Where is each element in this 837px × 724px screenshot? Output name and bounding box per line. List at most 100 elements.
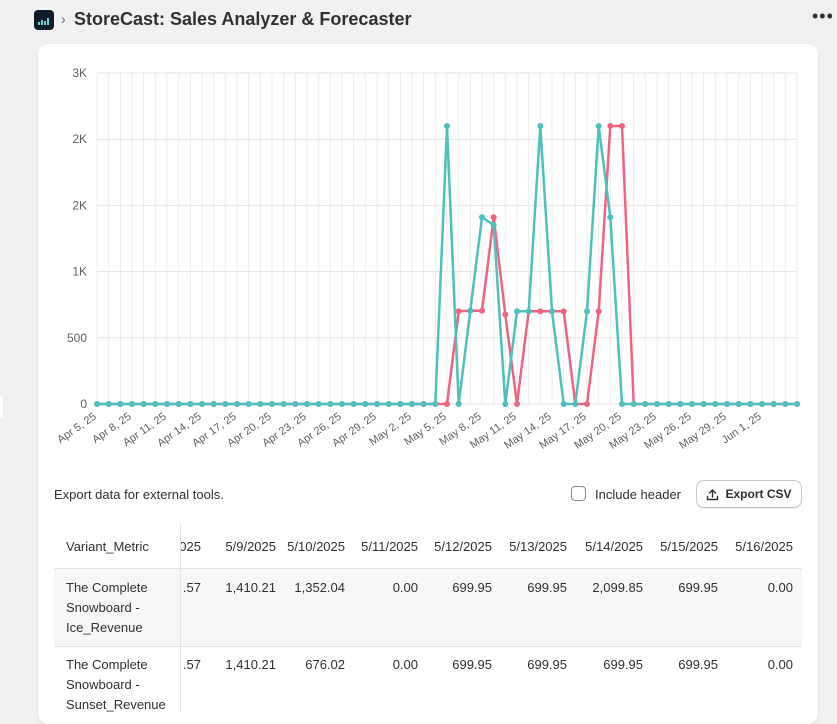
series-point-1 <box>467 307 474 314</box>
y-tick-label: 1K <box>72 265 87 279</box>
include-header-checkbox[interactable] <box>571 486 586 501</box>
series-point-1 <box>210 401 217 407</box>
series-point-0 <box>560 308 567 315</box>
series-point-1 <box>362 401 369 407</box>
series-point-1 <box>607 214 614 221</box>
x-tick-label: Apr 5, 25 <box>55 411 98 446</box>
series-point-1 <box>444 122 450 129</box>
series-point-0 <box>514 401 520 407</box>
column-header-date[interactable]: 5/13/2025 <box>509 539 567 554</box>
series-point-1 <box>432 401 439 407</box>
series-point-1 <box>595 122 602 129</box>
series-point-1 <box>537 122 544 129</box>
series-point-0 <box>502 311 509 318</box>
app-logo-icon[interactable] <box>34 10 54 30</box>
table-cell: 0.00 <box>392 657 418 672</box>
table-cell: 0.00 <box>392 580 418 595</box>
series-point-1 <box>187 401 194 407</box>
series-point-1 <box>642 401 649 407</box>
series-point-1 <box>560 401 567 407</box>
table-cell: 699.95 <box>527 657 567 672</box>
series-point-1 <box>619 401 625 407</box>
y-tick-label: 500 <box>67 331 87 345</box>
column-header-date[interactable]: 5/12/2025 <box>434 539 492 554</box>
series-point-1 <box>339 401 345 407</box>
series-point-1 <box>794 401 800 407</box>
series-point-1 <box>665 401 672 407</box>
series-point-1 <box>479 214 485 221</box>
series-point-0 <box>619 122 625 129</box>
series-point-1 <box>549 308 555 315</box>
series-point-1 <box>759 401 765 407</box>
table-cell: 699.95 <box>603 657 643 672</box>
export-upload-icon <box>707 488 719 500</box>
table-cell: 0.00 <box>767 657 793 672</box>
series-point-1 <box>409 401 415 407</box>
series-point-0 <box>444 401 450 407</box>
column-header-variant-metric[interactable]: Variant_Metric <box>66 539 149 554</box>
series-point-1 <box>584 308 590 315</box>
column-header-date[interactable]: 5/9/2025 <box>225 539 276 554</box>
series-point-1 <box>374 401 380 407</box>
series-point-1 <box>735 401 742 407</box>
column-header-date[interactable]: 5/14/2025 <box>585 539 643 554</box>
series-point-1 <box>770 401 777 407</box>
series-point-1 <box>782 401 789 407</box>
export-description: Export data for external tools. <box>54 487 224 502</box>
data-table[interactable]: Variant_Metric The Complete Snowboard - … <box>54 524 802 713</box>
series-point-1 <box>164 401 170 407</box>
series-point-0 <box>455 308 462 315</box>
more-horizontal-icon[interactable]: ••• <box>812 6 834 26</box>
column-header-date[interactable]: 5/10/2025 <box>287 539 345 554</box>
table-cell: 1,410.21 <box>225 580 276 595</box>
series-point-1 <box>630 401 637 407</box>
export-csv-label: Export CSV <box>725 487 792 501</box>
chevron-right-icon: › <box>61 11 66 27</box>
series-point-1 <box>269 401 275 407</box>
table-cell: 699.95 <box>678 580 718 595</box>
series-point-1 <box>572 401 579 407</box>
series-point-1 <box>350 401 357 407</box>
row-label: The Complete Snowboard - Ice_Revenue <box>66 580 148 635</box>
column-header-partial[interactable]: 025 <box>179 539 201 554</box>
series-point-1 <box>304 401 310 407</box>
series-point-1 <box>117 401 124 407</box>
column-header-date[interactable]: 5/15/2025 <box>660 539 718 554</box>
series-point-0 <box>490 214 497 221</box>
series-point-1 <box>677 401 684 407</box>
header-divider <box>54 568 802 569</box>
frozen-column: Variant_Metric The Complete Snowboard - … <box>54 524 181 713</box>
include-header-label[interactable]: Include header <box>595 487 682 502</box>
page-title: StoreCast: Sales Analyzer & Forecaster <box>74 9 412 29</box>
y-tick-label: 0 <box>80 397 87 411</box>
series-point-1 <box>257 401 264 407</box>
table-cell: 2,099.85 <box>592 580 643 595</box>
series-point-1 <box>490 221 497 228</box>
series-point-1 <box>315 401 322 407</box>
table-cell: 699.95 <box>678 657 718 672</box>
series-point-1 <box>724 401 730 407</box>
series-point-1 <box>105 401 112 407</box>
series-point-1 <box>689 401 695 407</box>
sidebar-toggle-handle[interactable] <box>0 396 3 418</box>
table-cell: 676.02 <box>305 657 345 672</box>
series-point-0 <box>607 122 614 129</box>
series-point-1 <box>502 401 509 407</box>
table-cell: .57 <box>182 657 201 672</box>
series-point-1 <box>747 401 754 407</box>
series-point-0 <box>537 308 544 315</box>
export-csv-button[interactable]: Export CSV <box>696 480 802 508</box>
y-tick-label: 3K <box>72 66 87 80</box>
series-point-1 <box>199 401 205 407</box>
series-point-1 <box>280 401 287 407</box>
series-point-1 <box>245 401 252 407</box>
table-cell: 1,410.21 <box>225 657 276 672</box>
series-point-1 <box>234 401 240 407</box>
series-point-1 <box>222 401 229 407</box>
series-point-0 <box>479 307 485 314</box>
table-cell: 699.95 <box>452 657 492 672</box>
column-header-date[interactable]: 5/16/2025 <box>735 539 793 554</box>
column-header-date[interactable]: 5/11/2025 <box>361 539 418 554</box>
frozen-row-bg <box>54 569 180 646</box>
